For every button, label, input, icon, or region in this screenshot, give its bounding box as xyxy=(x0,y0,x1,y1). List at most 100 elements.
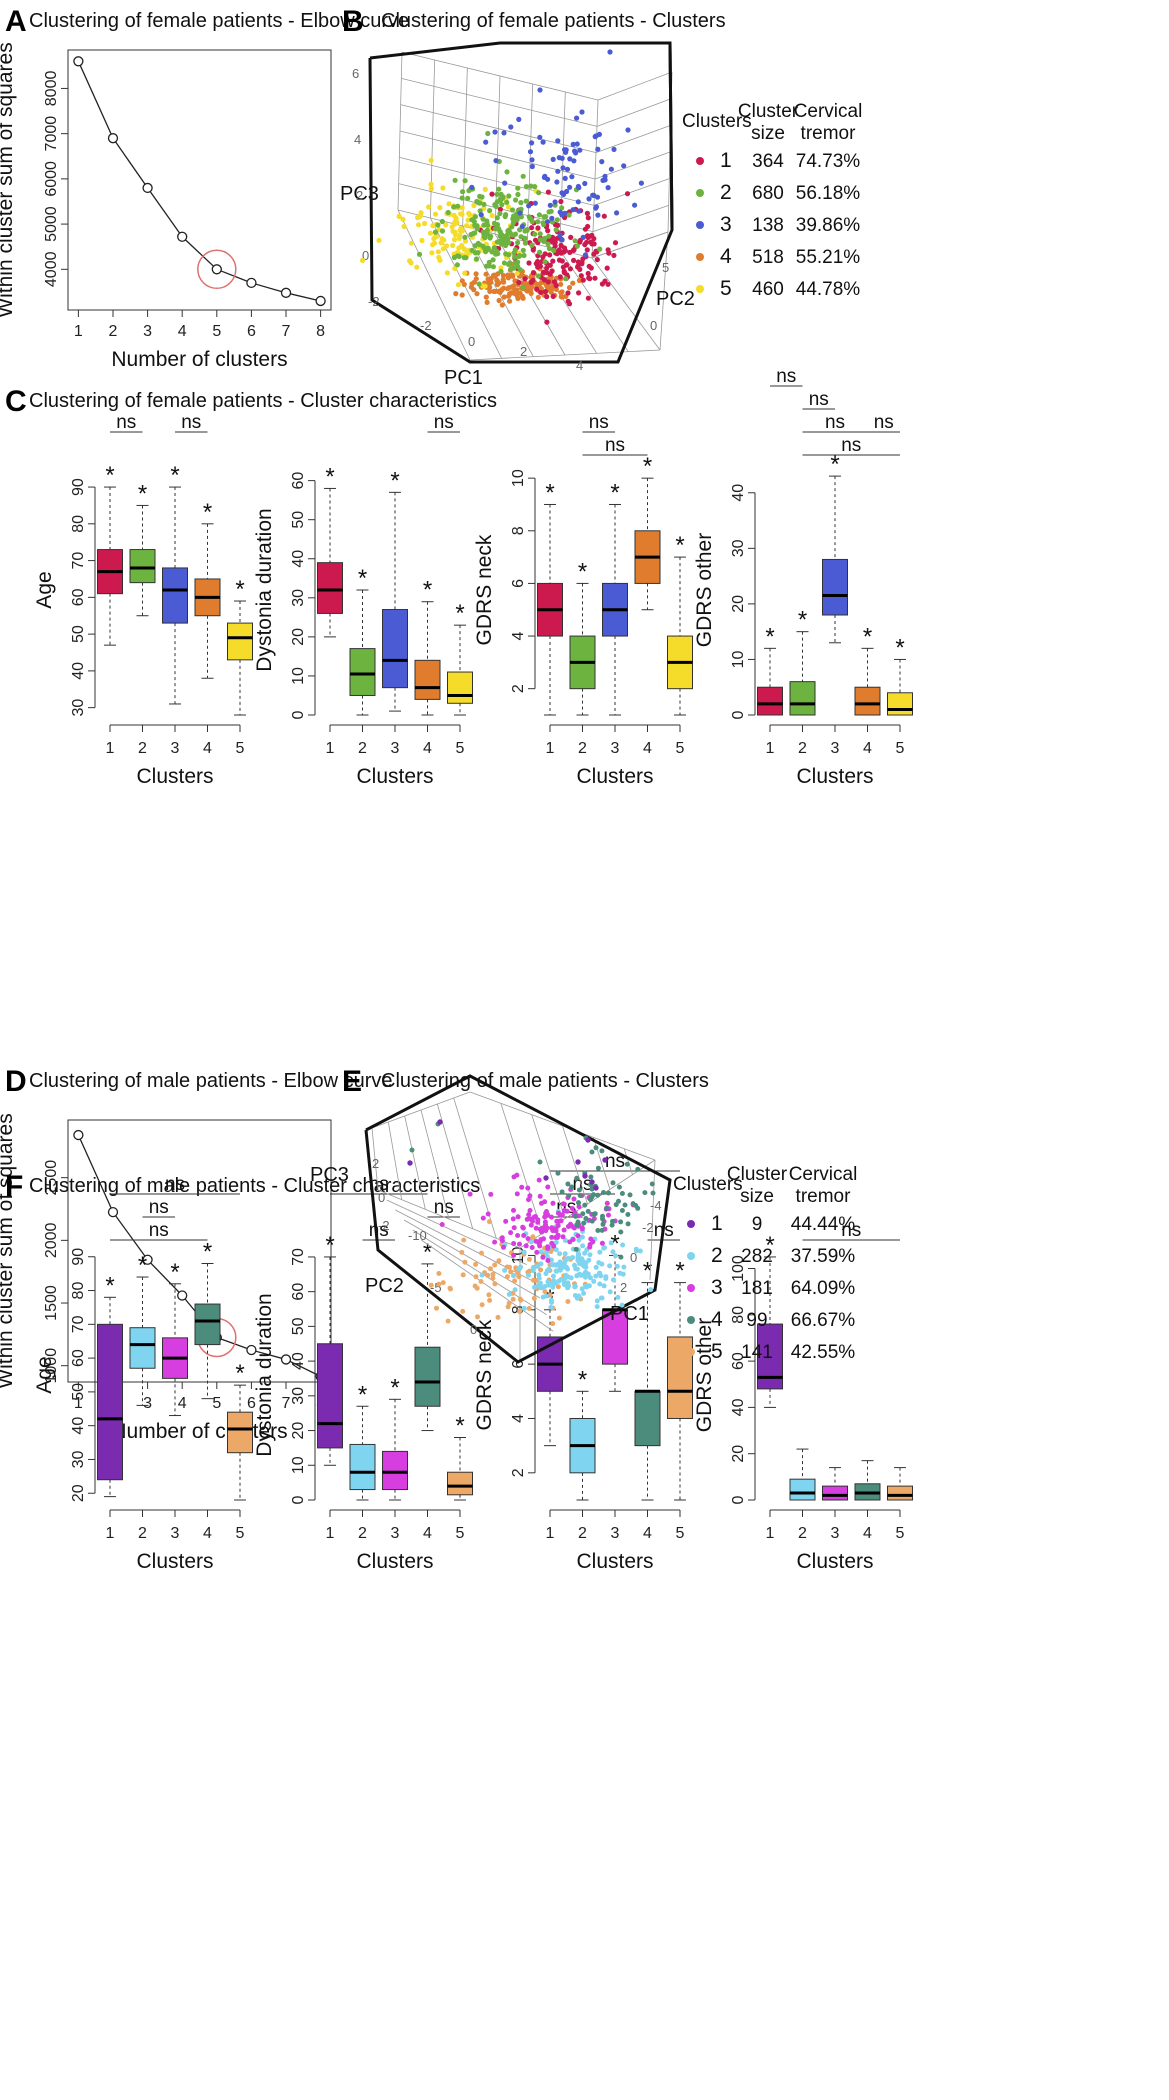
point-cluster-1 xyxy=(542,251,548,257)
point-cluster-5 xyxy=(440,1280,446,1286)
scatter-box-B xyxy=(368,41,674,364)
point-cluster-2 xyxy=(633,1246,639,1252)
point-cluster-5 xyxy=(401,223,407,230)
significance-star: * xyxy=(390,467,399,494)
floor-edge xyxy=(469,349,661,361)
point-cluster-2 xyxy=(603,1276,609,1281)
point-cluster-2 xyxy=(542,235,548,241)
x-tick-label: 1 xyxy=(546,740,555,757)
y-tick-label: 2 xyxy=(510,684,527,693)
point-cluster-2 xyxy=(497,229,503,235)
elbow-line-segment xyxy=(77,1134,114,1213)
point-cluster-2 xyxy=(553,1280,559,1286)
significance-star: * xyxy=(170,462,179,489)
elbow-point xyxy=(73,1129,84,1141)
point-cluster-5 xyxy=(459,1249,465,1255)
point-cluster-2 xyxy=(535,219,541,225)
point-cluster-1 xyxy=(585,1137,591,1143)
point-cluster-3 xyxy=(573,150,579,156)
y-axis-label: Within cluster sum of squares xyxy=(0,42,17,317)
y-tick-label: 100 xyxy=(730,1255,747,1282)
point-cluster-2 xyxy=(435,222,441,228)
point-cluster-4 xyxy=(635,1205,641,1211)
legend-cervical-tremor: 56.18% xyxy=(796,183,861,204)
x-tick-label: 4 xyxy=(423,740,432,757)
legend-cervical-tremor: 74.73% xyxy=(796,151,861,172)
point-cluster-4 xyxy=(625,1221,631,1227)
panel-A: A Clustering of female patients - Elbow c… xyxy=(0,5,409,371)
point-cluster-1 xyxy=(578,273,584,279)
point-cluster-5 xyxy=(460,1308,466,1314)
point-cluster-2 xyxy=(576,1237,582,1243)
point-cluster-4 xyxy=(491,272,497,278)
point-cluster-2 xyxy=(524,227,530,233)
point-cluster-3 xyxy=(564,166,571,172)
y-tick-label: 60 xyxy=(730,1352,747,1370)
point-cluster-2 xyxy=(613,1253,618,1259)
grid-line xyxy=(421,1239,554,1332)
point-cluster-3 xyxy=(511,1241,517,1246)
box-edge xyxy=(371,1127,379,1191)
point-cluster-3 xyxy=(567,156,573,162)
elbow-line-segment xyxy=(285,292,321,302)
point-cluster-3 xyxy=(539,1200,544,1206)
point-cluster-2 xyxy=(545,1279,551,1285)
point-cluster-2 xyxy=(558,1276,564,1282)
point-cluster-5 xyxy=(526,1306,532,1311)
point-cluster-3 xyxy=(557,1212,563,1218)
point-cluster-2 xyxy=(495,251,501,257)
point-cluster-4 xyxy=(483,294,489,300)
pc3-tick-label: 0 xyxy=(378,1190,385,1205)
ns-label: ns xyxy=(841,435,861,456)
legend-dot-cluster-3 xyxy=(696,221,704,229)
point-cluster-1 xyxy=(529,225,535,231)
point-cluster-2 xyxy=(473,256,480,262)
grid-line xyxy=(594,151,671,180)
point-cluster-4 xyxy=(499,302,505,308)
x-axis-label: Clusters xyxy=(356,1550,433,1573)
ns-label: ns xyxy=(369,1174,389,1195)
point-cluster-5 xyxy=(408,260,414,266)
significance-star: * xyxy=(765,623,774,650)
y-tick-label: 20 xyxy=(730,595,747,613)
x-tick-label: 1 xyxy=(546,1525,555,1542)
point-cluster-5 xyxy=(555,1284,561,1290)
point-cluster-2 xyxy=(481,201,487,207)
point-cluster-3 xyxy=(517,210,523,216)
point-cluster-2 xyxy=(566,1283,572,1289)
point-cluster-5 xyxy=(486,1292,492,1298)
point-cluster-2 xyxy=(608,1240,614,1246)
x-tick-label: 5 xyxy=(212,1395,221,1412)
point-cluster-1 xyxy=(602,1157,608,1163)
ns-label: ns xyxy=(825,412,845,433)
pc2-axis-label: PC2 xyxy=(656,288,695,310)
point-cluster-4 xyxy=(507,298,513,304)
point-cluster-5 xyxy=(462,270,468,276)
point-cluster-2 xyxy=(522,235,528,241)
box-cluster-3 xyxy=(602,1309,628,1365)
point-cluster-2 xyxy=(472,243,478,249)
point-cluster-2 xyxy=(568,1275,574,1281)
point-cluster-3 xyxy=(554,179,560,185)
pc3-axis-label: PC3 xyxy=(310,1164,349,1186)
point-cluster-3 xyxy=(529,1245,535,1250)
point-cluster-3 xyxy=(575,1233,581,1239)
point-cluster-2 xyxy=(451,204,457,210)
x-tick-label: 5 xyxy=(236,1525,245,1542)
panel-letter: A xyxy=(5,5,27,38)
point-cluster-2 xyxy=(490,264,496,270)
y-tick-label: 10 xyxy=(730,650,747,668)
point-cluster-3 xyxy=(555,1223,561,1229)
point-cluster-4 xyxy=(487,288,493,294)
legend-cluster-size: 138 xyxy=(752,215,784,236)
point-cluster-2 xyxy=(587,1275,593,1281)
legend-cluster-size: 282 xyxy=(741,1246,773,1267)
significance-star: * xyxy=(105,1272,114,1299)
pc3-tick-label: -2 xyxy=(378,1218,390,1233)
significance-star: * xyxy=(235,576,244,603)
point-cluster-2 xyxy=(597,1249,603,1255)
point-cluster-4 xyxy=(573,1246,579,1252)
x-tick-label: 4 xyxy=(643,1525,652,1542)
point-cluster-2 xyxy=(582,1250,588,1256)
point-cluster-2 xyxy=(610,1249,616,1255)
